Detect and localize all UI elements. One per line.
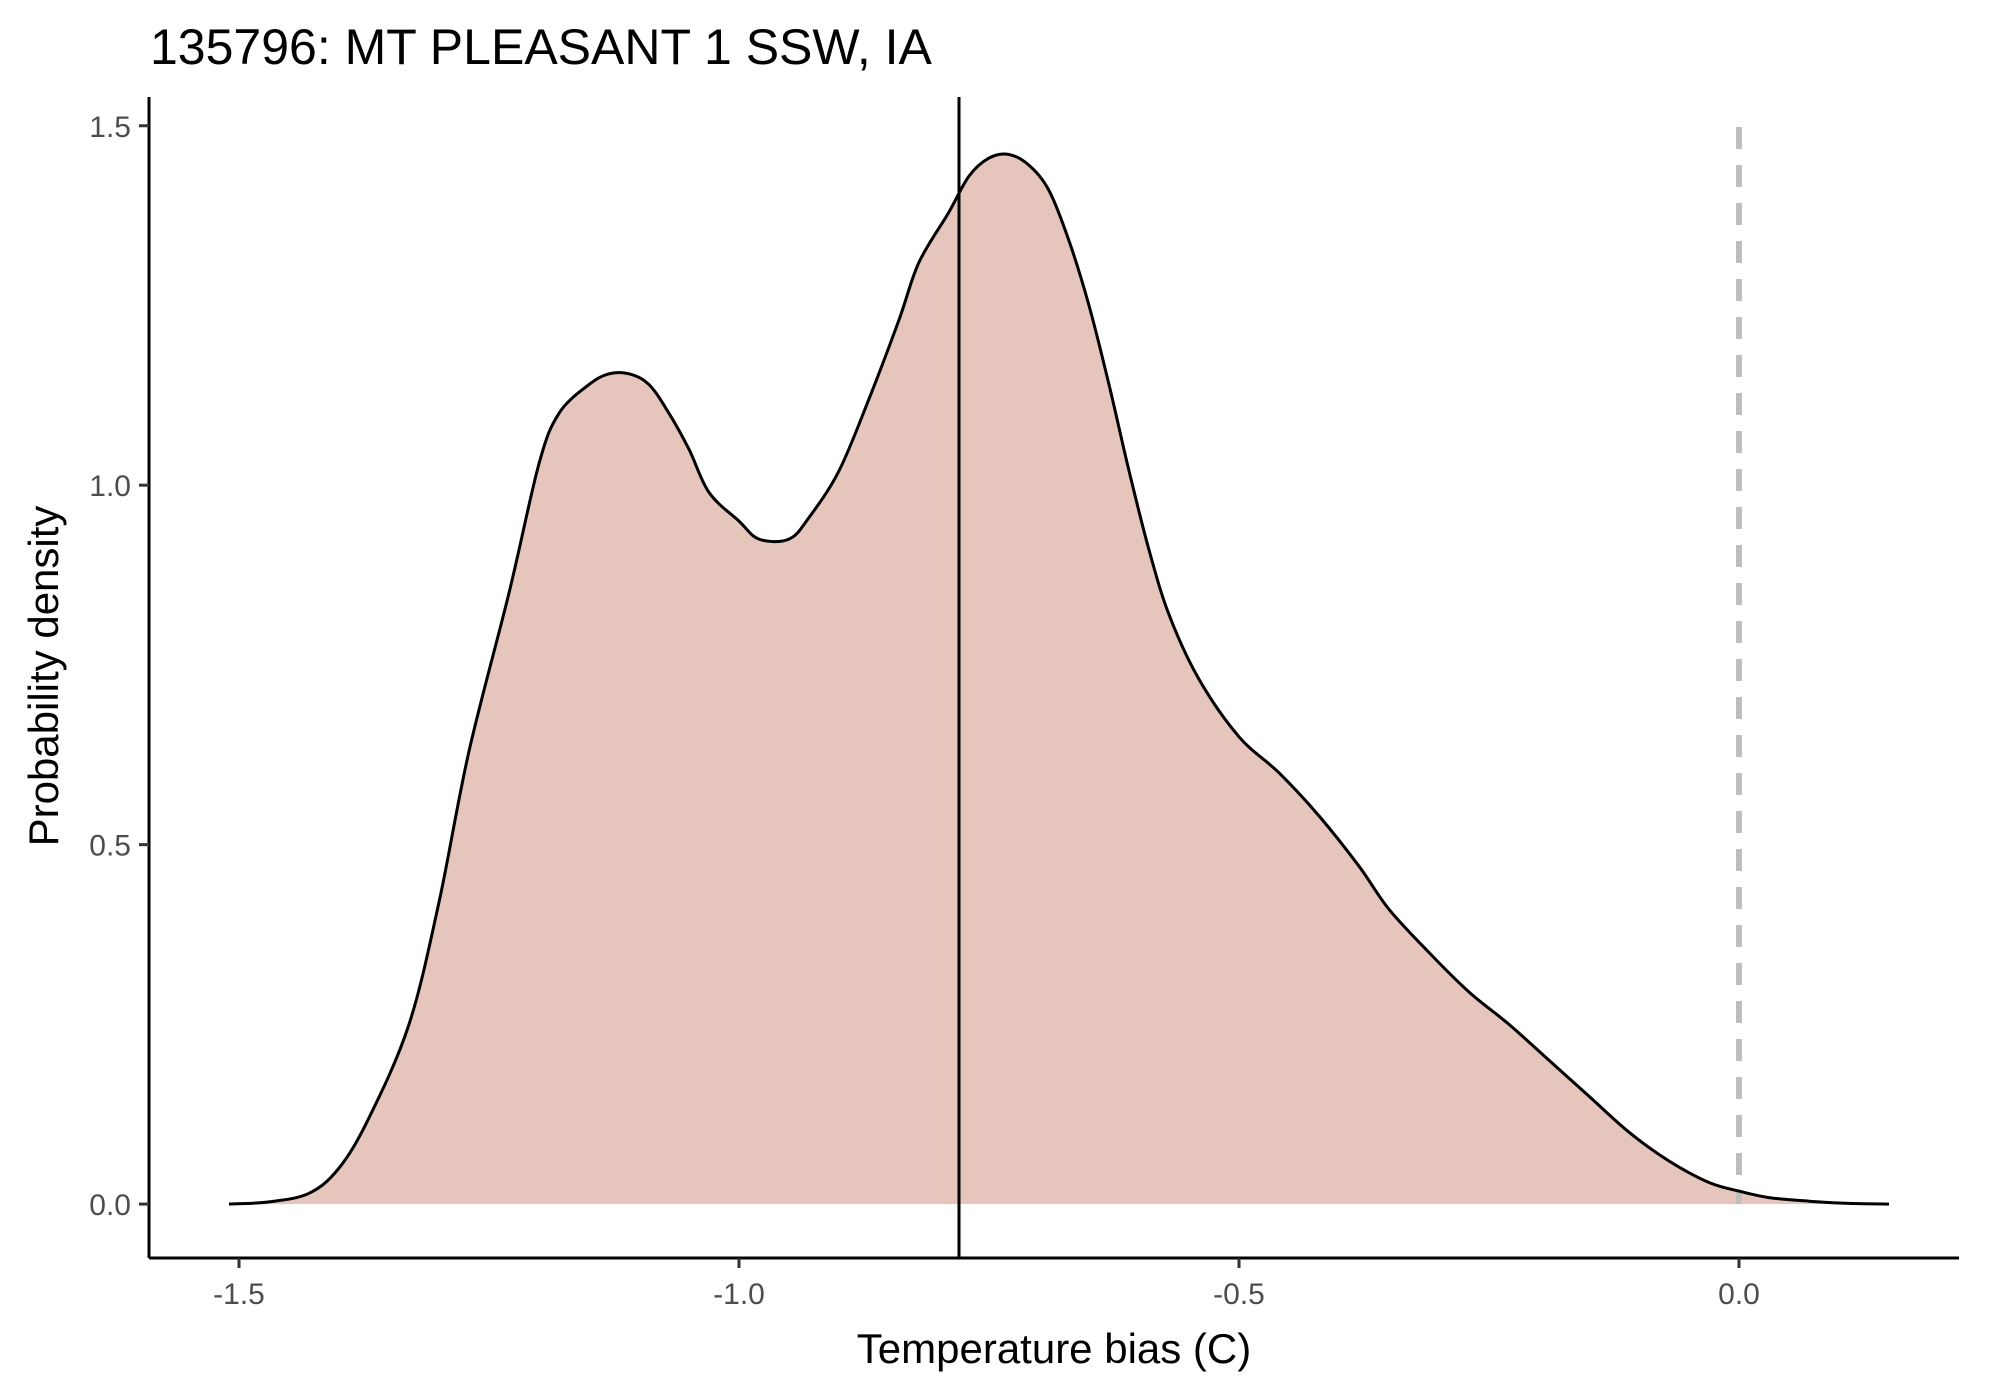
x-tick-label: -1.5 xyxy=(213,1278,265,1311)
x-tick-label: 0.0 xyxy=(1718,1278,1760,1311)
x-axis-title: Temperature bias (C) xyxy=(857,1325,1251,1372)
y-axis-ticks: 0.0 0.5 1.0 1.5 xyxy=(89,111,149,1222)
x-axis-ticks: -1.5 -1.0 -0.5 0.0 xyxy=(213,1258,1760,1311)
y-tick-label: 0.0 xyxy=(89,1189,131,1222)
x-tick-label: -1.0 xyxy=(713,1278,765,1311)
y-axis-title: Probability density xyxy=(20,506,67,847)
density-curve xyxy=(228,152,1890,1206)
plot-area xyxy=(228,97,1890,1258)
y-tick-label: 0.5 xyxy=(89,830,131,863)
x-tick-label: -0.5 xyxy=(1213,1278,1265,1311)
density-area xyxy=(229,154,1889,1205)
y-tick-label: 1.5 xyxy=(89,111,131,144)
chart-title: 135796: MT PLEASANT 1 SSW, IA xyxy=(150,19,933,75)
y-tick-label: 1.0 xyxy=(89,470,131,503)
